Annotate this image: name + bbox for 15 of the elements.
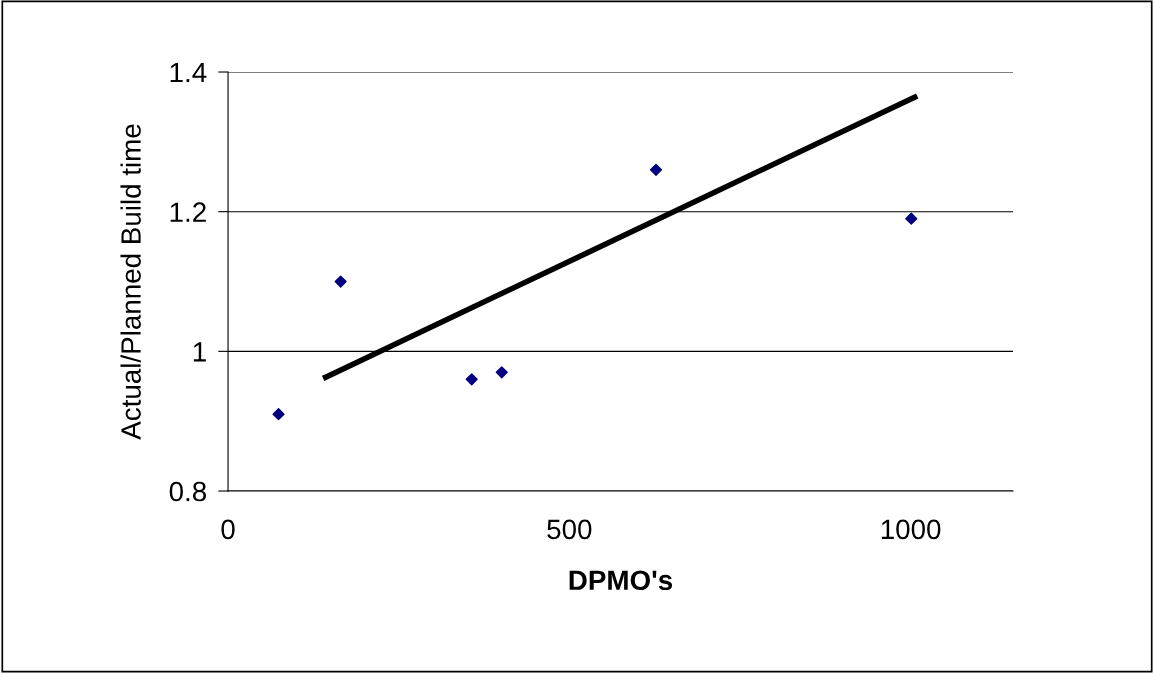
point — [334, 275, 347, 288]
y-tick-label: 1.2 — [170, 202, 206, 222]
x-axis-title: DPMO's — [569, 570, 673, 591]
y-tick-label: 1.4 — [170, 62, 207, 83]
point — [649, 163, 663, 176]
point — [495, 366, 508, 379]
x-tick-label: 0 — [221, 519, 235, 540]
point — [905, 212, 918, 225]
x-tick-label: 1000 — [881, 519, 941, 540]
y-axis-title: Actual/Planned Build time — [120, 124, 141, 440]
y-tick-label: 0.8 — [169, 481, 206, 502]
point — [465, 373, 478, 386]
y-tick-label: 1 — [193, 342, 206, 362]
point — [272, 408, 285, 421]
x-tick-label: 500 — [547, 519, 592, 540]
